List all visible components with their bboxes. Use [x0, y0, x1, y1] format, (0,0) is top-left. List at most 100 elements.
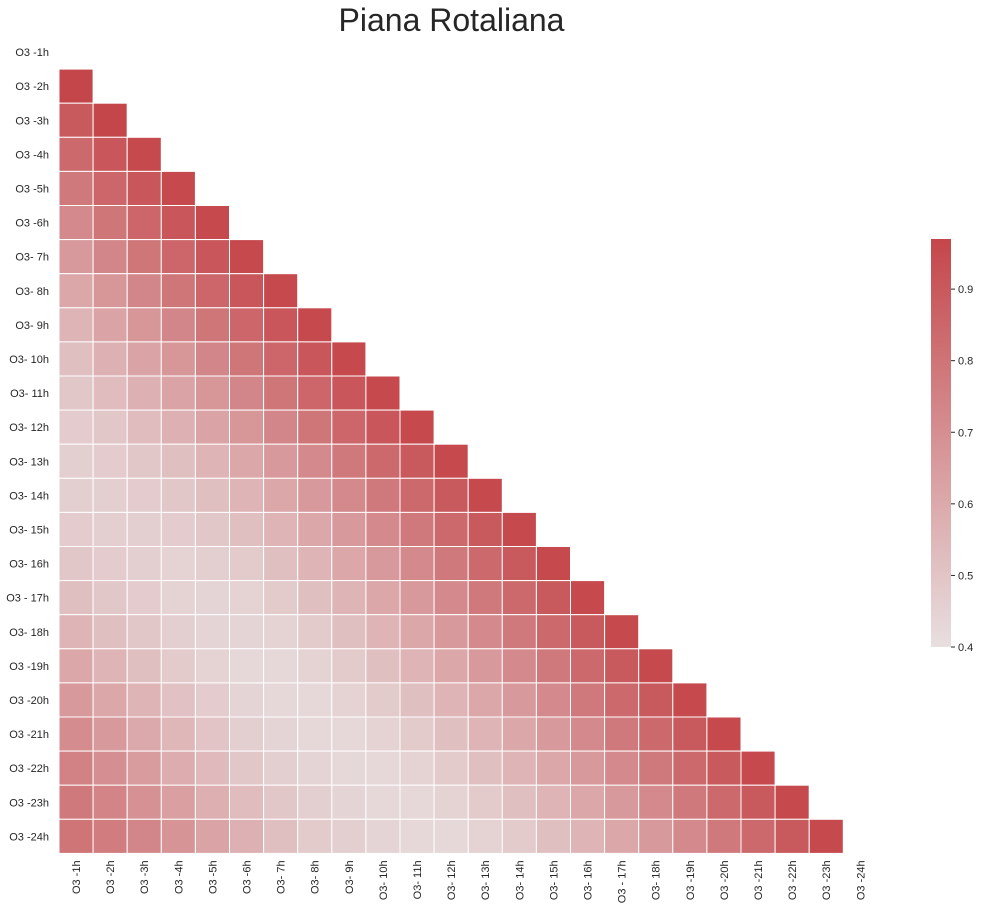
heatmap-cell	[58, 307, 94, 343]
heatmap-cell	[399, 648, 435, 684]
x-tick-label: O3 -4h	[173, 860, 185, 894]
x-tick-label: O3 -2h	[105, 860, 117, 894]
heatmap-cell	[638, 818, 674, 854]
heatmap-cell	[263, 818, 299, 854]
heatmap-cell	[433, 784, 469, 820]
heatmap-cell	[331, 341, 367, 377]
heatmap-cell	[570, 614, 606, 650]
heatmap-cell	[365, 477, 401, 513]
heatmap-cell	[92, 477, 128, 513]
heatmap-cell	[92, 716, 128, 752]
heatmap-cell	[297, 580, 333, 616]
heatmap-cell	[263, 750, 299, 786]
heatmap-cell	[467, 477, 503, 513]
heatmap-cell	[672, 716, 708, 752]
heatmap-cell	[467, 818, 503, 854]
heatmap-cell	[160, 375, 196, 411]
heatmap-cell	[297, 682, 333, 718]
heatmap-cell	[126, 136, 162, 172]
heatmap-cell	[331, 716, 367, 752]
heatmap-cell	[58, 170, 94, 206]
heatmap-cell	[433, 546, 469, 582]
heatmap-cell	[126, 682, 162, 718]
colorbar-tick-label: 0.5	[958, 570, 973, 582]
heatmap-cell	[331, 784, 367, 820]
y-tick-label: O3 -2h	[15, 81, 49, 93]
heatmap-cell	[774, 784, 810, 820]
heatmap-cell	[365, 648, 401, 684]
heatmap-cell	[638, 750, 674, 786]
colorbar-tick-label: 0.4	[958, 642, 973, 654]
heatmap-cell	[535, 648, 572, 684]
x-tick-label: O3- 7h	[276, 860, 288, 894]
heatmap-cell	[263, 307, 299, 343]
heatmap-cell	[92, 682, 128, 718]
heatmap-cell	[638, 784, 674, 820]
heatmap-cell	[92, 170, 128, 206]
x-tick-label: O3- 12h	[446, 860, 458, 900]
x-tick-label: O3 -5h	[207, 860, 219, 894]
y-tick-label: O3- 10h	[9, 354, 49, 366]
y-tick-label: O3- 13h	[9, 456, 49, 468]
heatmap-cell	[297, 443, 333, 479]
heatmap-cell	[229, 511, 265, 548]
heatmap-cell	[399, 682, 435, 718]
heatmap-cell	[604, 682, 640, 718]
heatmap-cell	[92, 648, 128, 684]
heatmap-cell	[194, 205, 230, 241]
heatmap-cell	[365, 750, 401, 786]
heatmap-cell	[365, 784, 401, 820]
heatmap-cell	[365, 716, 401, 752]
heatmap-cell	[535, 818, 572, 854]
heatmap-cell	[160, 409, 196, 445]
heatmap-cell	[433, 477, 469, 513]
heatmap-cell	[297, 750, 333, 786]
heatmap-cell	[535, 682, 572, 718]
heatmap-cell	[740, 784, 776, 820]
heatmap-cell	[92, 307, 128, 343]
heatmap-cell	[297, 409, 333, 445]
y-tick-label: O3- 15h	[9, 524, 49, 536]
heatmap-cell	[92, 273, 128, 309]
heatmap-cell	[399, 614, 435, 650]
heatmap-cell	[570, 716, 606, 752]
heatmap-cell	[433, 682, 469, 718]
heatmap-cell	[126, 546, 162, 582]
x-tick-label: O3 -24h	[855, 860, 867, 900]
x-tick-label: O3 -3h	[139, 860, 151, 894]
heatmap-cell	[365, 546, 401, 582]
y-tick-label: O3- 7h	[15, 252, 49, 264]
heatmap-cell	[365, 443, 401, 479]
heatmap-cell	[229, 682, 265, 718]
y-tick-label: O3 -1h	[15, 47, 49, 59]
heatmap-cell	[331, 546, 367, 582]
heatmap-cell	[672, 784, 708, 820]
heatmap-cell	[58, 750, 94, 786]
heatmap-cell	[808, 818, 844, 854]
heatmap-cell	[92, 375, 128, 411]
heatmap-cell	[331, 818, 367, 854]
heatmap-cell	[194, 580, 230, 616]
heatmap-cell	[58, 546, 94, 582]
x-tick-label: O3- 15h	[548, 860, 560, 900]
heatmap-cell	[126, 614, 162, 650]
heatmap-cell	[126, 170, 162, 206]
heatmap-cell	[229, 409, 265, 445]
heatmap-cell	[297, 784, 333, 820]
heatmap-cell	[297, 614, 333, 650]
heatmap-cell	[399, 477, 435, 513]
heatmap-cell	[194, 409, 230, 445]
heatmap-cell	[58, 580, 94, 616]
heatmap-cell	[570, 750, 606, 786]
x-tick-label: O3- 8h	[310, 860, 322, 894]
heatmap-cell	[58, 818, 94, 854]
heatmap-cell	[58, 68, 94, 104]
heatmap-cell	[365, 614, 401, 650]
heatmap-cell	[126, 273, 162, 309]
heatmap-cell	[399, 784, 435, 820]
heatmap-cell	[433, 716, 469, 752]
heatmap-cell	[604, 784, 640, 820]
heatmap-cell	[501, 546, 537, 582]
heatmap-cell	[229, 239, 265, 275]
heatmap-cell	[467, 784, 503, 820]
